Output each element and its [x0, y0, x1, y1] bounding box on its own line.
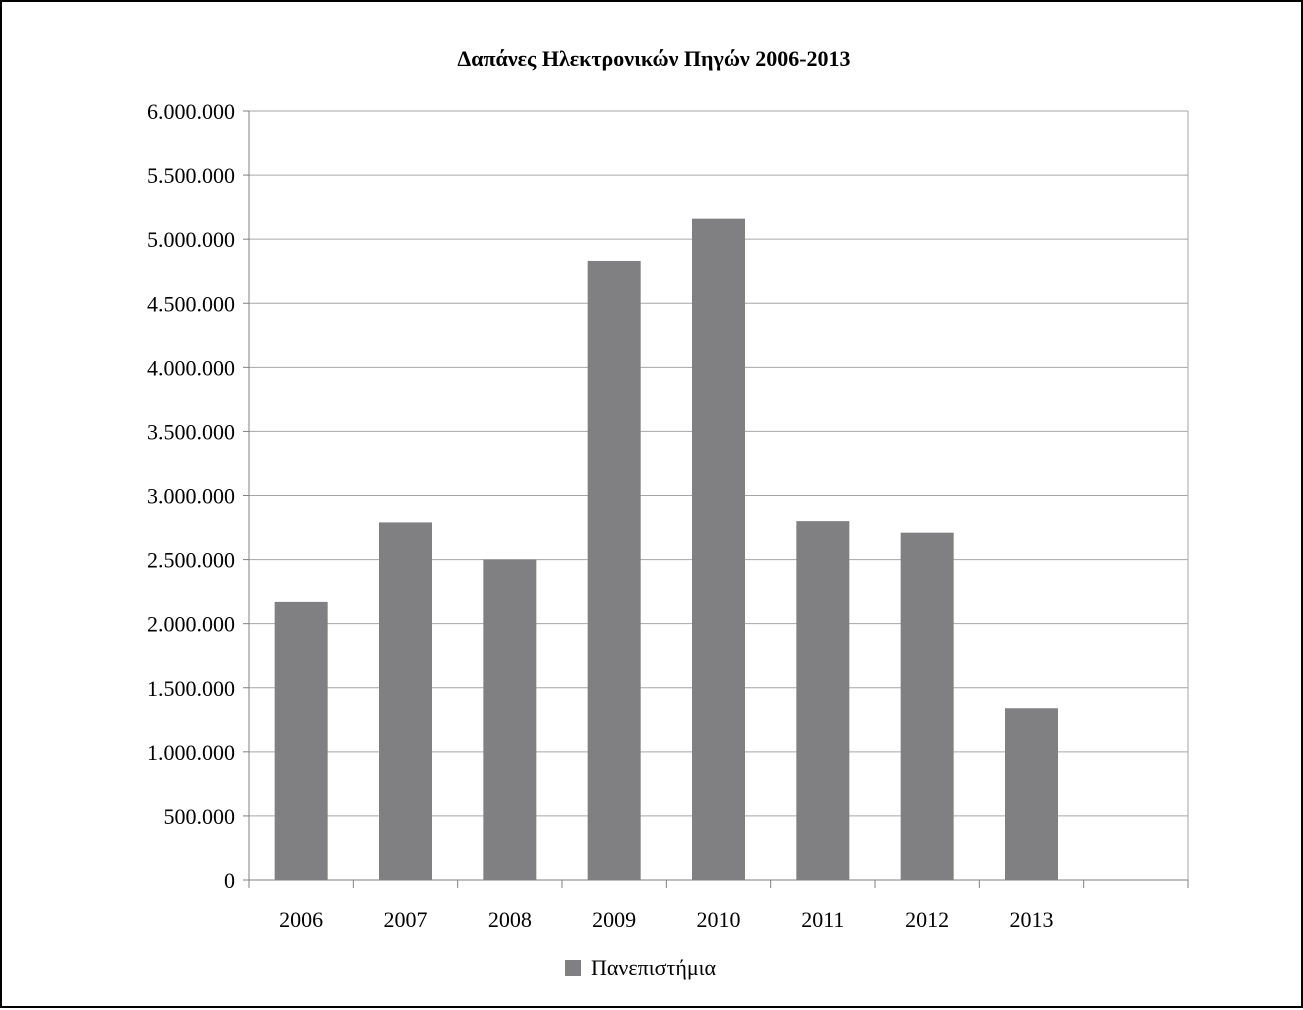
x-tick-label: 2007: [384, 907, 428, 932]
bar: [379, 522, 432, 880]
y-tick-label: 500.000: [164, 804, 236, 829]
bar: [587, 260, 641, 881]
y-tick-label: 3.500.000: [147, 419, 235, 444]
bars: [274, 218, 1058, 881]
y-tick-label: 5.500.000: [147, 163, 235, 188]
y-tick-label: 1.000.000: [147, 740, 235, 765]
y-tick-label: 5.000.000: [147, 227, 235, 252]
bar: [900, 532, 954, 880]
x-axis-tick-labels: 2006 2007 2008 2009 2010 2011 2012 2013: [279, 907, 1053, 932]
x-tick-label: 2008: [488, 907, 532, 932]
legend: Πανεπιστήμια: [565, 955, 717, 980]
y-tick-label: 0: [224, 868, 235, 893]
y-tick-label: 6.000.000: [147, 99, 235, 124]
x-tick-label: 2010: [697, 907, 741, 932]
legend-swatch: [565, 960, 581, 976]
y-tick-label: 4.500.000: [147, 291, 235, 316]
chart-title: Δαπάνες Ηλεκτρονικών Πηγών 2006-2013: [457, 46, 850, 71]
x-tick-label: 2012: [905, 907, 949, 932]
y-tick-label: 1.500.000: [147, 676, 235, 701]
bar: [692, 218, 745, 880]
axes: [243, 110, 1189, 888]
legend-label: Πανεπιστήμια: [591, 955, 717, 980]
bar: [1005, 708, 1058, 880]
x-tick-label: 2006: [279, 907, 323, 932]
bar: [796, 521, 850, 880]
y-tick-label: 2.000.000: [147, 612, 235, 637]
x-tick-label: 2013: [1010, 907, 1054, 932]
bar: [274, 601, 328, 880]
bar: [483, 559, 537, 880]
y-tick-label: 4.000.000: [147, 355, 235, 380]
y-tick-label: 2.500.000: [147, 548, 235, 573]
x-tick-label: 2009: [592, 907, 636, 932]
y-axis-tick-labels: 0 500.000 1.000.000 1.500.000 2.000.000 2.500…: [147, 99, 235, 893]
x-tick-label: 2011: [801, 907, 844, 932]
y-tick-label: 3.000.000: [147, 484, 235, 509]
